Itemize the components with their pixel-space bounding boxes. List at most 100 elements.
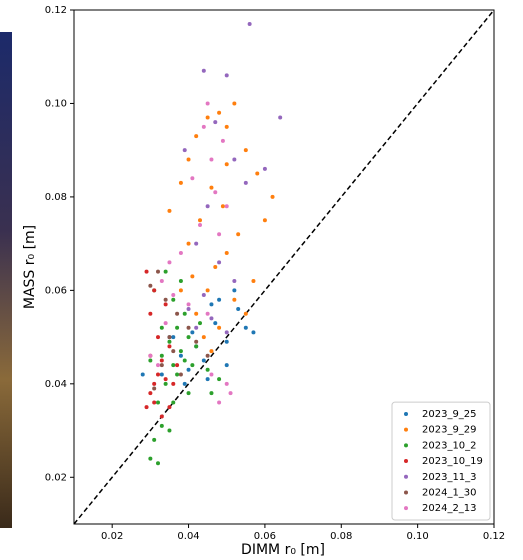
point	[217, 232, 222, 237]
y-tick-label: 0.12	[45, 5, 67, 16]
point	[198, 321, 202, 326]
point	[178, 288, 183, 293]
point	[224, 204, 229, 209]
point	[167, 335, 172, 340]
legend-label: 2023_11_3	[422, 472, 477, 483]
point	[148, 391, 153, 396]
point	[152, 400, 157, 405]
point	[213, 190, 218, 195]
point	[190, 274, 195, 279]
y-tick-label: 0.04	[45, 379, 67, 390]
point	[167, 339, 172, 344]
x-tick-label: 0.02	[101, 531, 123, 542]
point	[262, 166, 267, 171]
point	[167, 428, 172, 433]
point	[209, 316, 214, 321]
point	[194, 325, 199, 330]
point	[205, 204, 210, 209]
point	[159, 353, 164, 358]
point	[243, 180, 248, 185]
point	[217, 400, 222, 405]
point	[182, 148, 187, 153]
point	[148, 353, 153, 358]
point	[224, 363, 229, 368]
point	[152, 381, 157, 386]
point	[171, 297, 176, 302]
point	[186, 307, 191, 312]
point	[209, 391, 214, 396]
point	[156, 269, 160, 274]
x-tick-label: 0.12	[483, 531, 505, 542]
point	[148, 358, 153, 363]
point	[178, 180, 183, 185]
point	[186, 325, 191, 330]
point	[190, 363, 195, 368]
point	[175, 311, 180, 316]
point	[186, 367, 191, 372]
point	[182, 311, 187, 316]
x-tick-label: 0.04	[177, 531, 199, 542]
legend-marker	[404, 411, 408, 416]
point	[220, 204, 225, 209]
legend-marker	[404, 506, 408, 511]
point	[156, 335, 160, 340]
point	[159, 279, 164, 284]
point	[163, 269, 168, 274]
legend-marker	[404, 443, 408, 448]
point	[251, 279, 256, 284]
point	[228, 391, 233, 396]
point	[148, 283, 153, 288]
point	[159, 423, 164, 428]
point	[224, 162, 229, 167]
point	[182, 381, 187, 386]
point	[152, 437, 157, 442]
point	[163, 377, 168, 382]
point	[217, 297, 222, 302]
legend-label: 2024_1_30	[422, 487, 477, 498]
point	[175, 363, 180, 368]
point	[171, 400, 176, 405]
point	[163, 321, 168, 326]
point	[201, 335, 206, 340]
point	[175, 372, 180, 377]
y-tick-label: 0.10	[45, 98, 67, 109]
point	[171, 363, 176, 368]
point	[217, 377, 222, 382]
point	[217, 110, 222, 115]
point	[213, 120, 218, 125]
point	[178, 353, 183, 358]
point	[152, 288, 157, 293]
point	[243, 325, 248, 330]
point	[220, 138, 225, 143]
point	[232, 101, 237, 106]
x-tick-label: 0.10	[407, 531, 429, 542]
point	[163, 302, 168, 307]
legend-label: 2023_9_25	[422, 409, 477, 420]
point	[186, 241, 191, 246]
point	[198, 222, 202, 227]
point	[213, 265, 218, 269]
point	[236, 232, 241, 237]
point	[217, 260, 222, 265]
y-tick-label: 0.06	[45, 285, 67, 296]
point	[167, 344, 172, 349]
point	[251, 330, 256, 335]
point	[194, 339, 199, 344]
point	[232, 297, 237, 302]
point	[190, 176, 195, 181]
point	[144, 405, 149, 410]
point	[209, 157, 214, 162]
point	[194, 311, 199, 316]
point	[262, 218, 267, 223]
x-axis-label: DIMM r₀ [m]	[241, 542, 325, 558]
point	[209, 302, 214, 307]
point	[171, 293, 176, 298]
point	[232, 288, 237, 293]
point	[148, 311, 153, 316]
reference-line	[73, 9, 495, 525]
point	[224, 339, 229, 344]
point	[156, 461, 160, 466]
point	[167, 208, 172, 213]
point	[178, 279, 183, 284]
